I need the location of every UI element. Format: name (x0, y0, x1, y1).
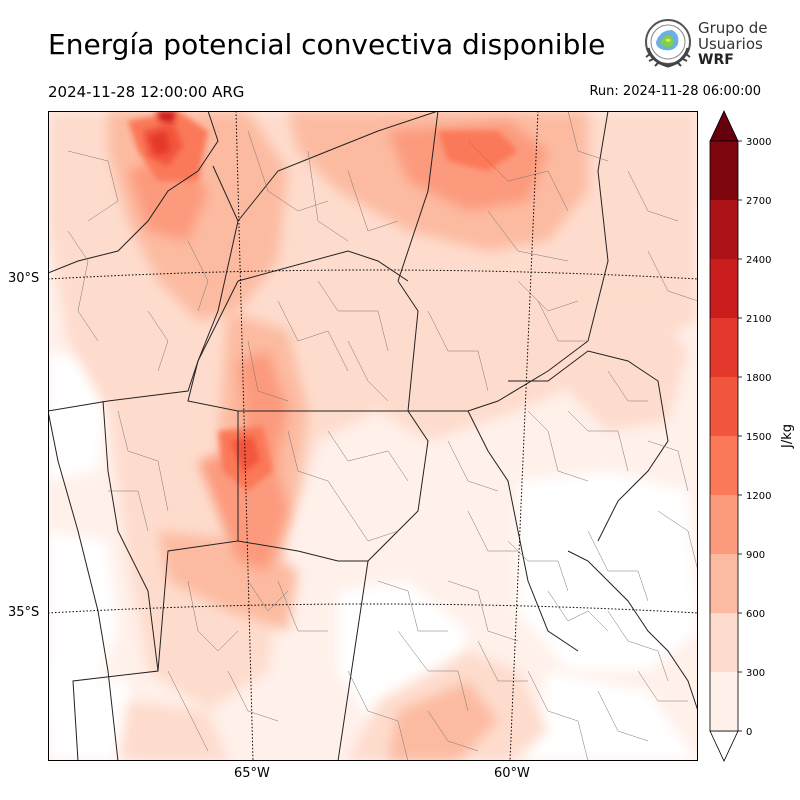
logo: Grupo de Usuarios WRF (640, 16, 768, 72)
graticule (48, 111, 698, 761)
colorbar-tick-label: 600 (746, 609, 765, 620)
colorbar-bin (710, 200, 738, 259)
colorbar-tick-label: 900 (746, 550, 765, 561)
colorbar-tick-label: 2100 (746, 314, 771, 325)
colorbar-tick-label: 0 (746, 727, 752, 738)
colorbar-bin (710, 318, 738, 377)
colorbar-extend-min (709, 730, 739, 762)
run-time: Run: 2024-11-28 06:00:00 (589, 84, 761, 99)
colorbar-tick-label: 300 (746, 668, 765, 679)
map-title: Energía potencial convectiva disponible (48, 28, 606, 61)
lon-label-65w: 65°W (234, 766, 270, 781)
colorbar-extend-max (709, 110, 739, 142)
colorbar-bin (710, 554, 738, 613)
logo-line-1: Grupo de (698, 19, 768, 37)
lon-label-60w: 60°W (494, 766, 530, 781)
colorbar-label: J/kg (780, 424, 795, 449)
wrf-users-group-seal-icon (645, 19, 691, 68)
colorbar-tick-label: 2700 (746, 196, 771, 207)
colorbar-bin (710, 377, 738, 436)
colorbar-tick-label: 1800 (746, 373, 771, 384)
colorbar-tick-label: 3000 (746, 137, 771, 148)
colorbar-tick-label: 1500 (746, 432, 771, 443)
map-frame (48, 111, 698, 761)
colorbar-bin (710, 613, 738, 672)
department-borders (67, 111, 698, 761)
colorbar-bin (710, 495, 738, 554)
colorbar-bin (710, 259, 738, 318)
colorbar-bin (710, 141, 738, 200)
logo-line-2: Usuarios (698, 35, 763, 53)
colorbar: 0 300 600 900 1200 1500 1800 2100 2400 2700 3000 J/… (709, 110, 795, 762)
coastline (567, 550, 698, 712)
colorbar-tick-label: 2400 (746, 255, 771, 266)
colorbar-bin (710, 672, 738, 731)
valid-time: 2024-11-28 12:00:00 ARG (48, 83, 245, 101)
lat-label-30s: 30°S (8, 271, 40, 286)
cape-map (48, 111, 698, 761)
lat-label-35s: 35°S (8, 605, 40, 620)
logo-line-3: WRF (698, 52, 734, 68)
colorbar-tick-label: 1200 (746, 491, 771, 502)
colorbar-bin (710, 436, 738, 495)
province-borders (48, 111, 669, 761)
